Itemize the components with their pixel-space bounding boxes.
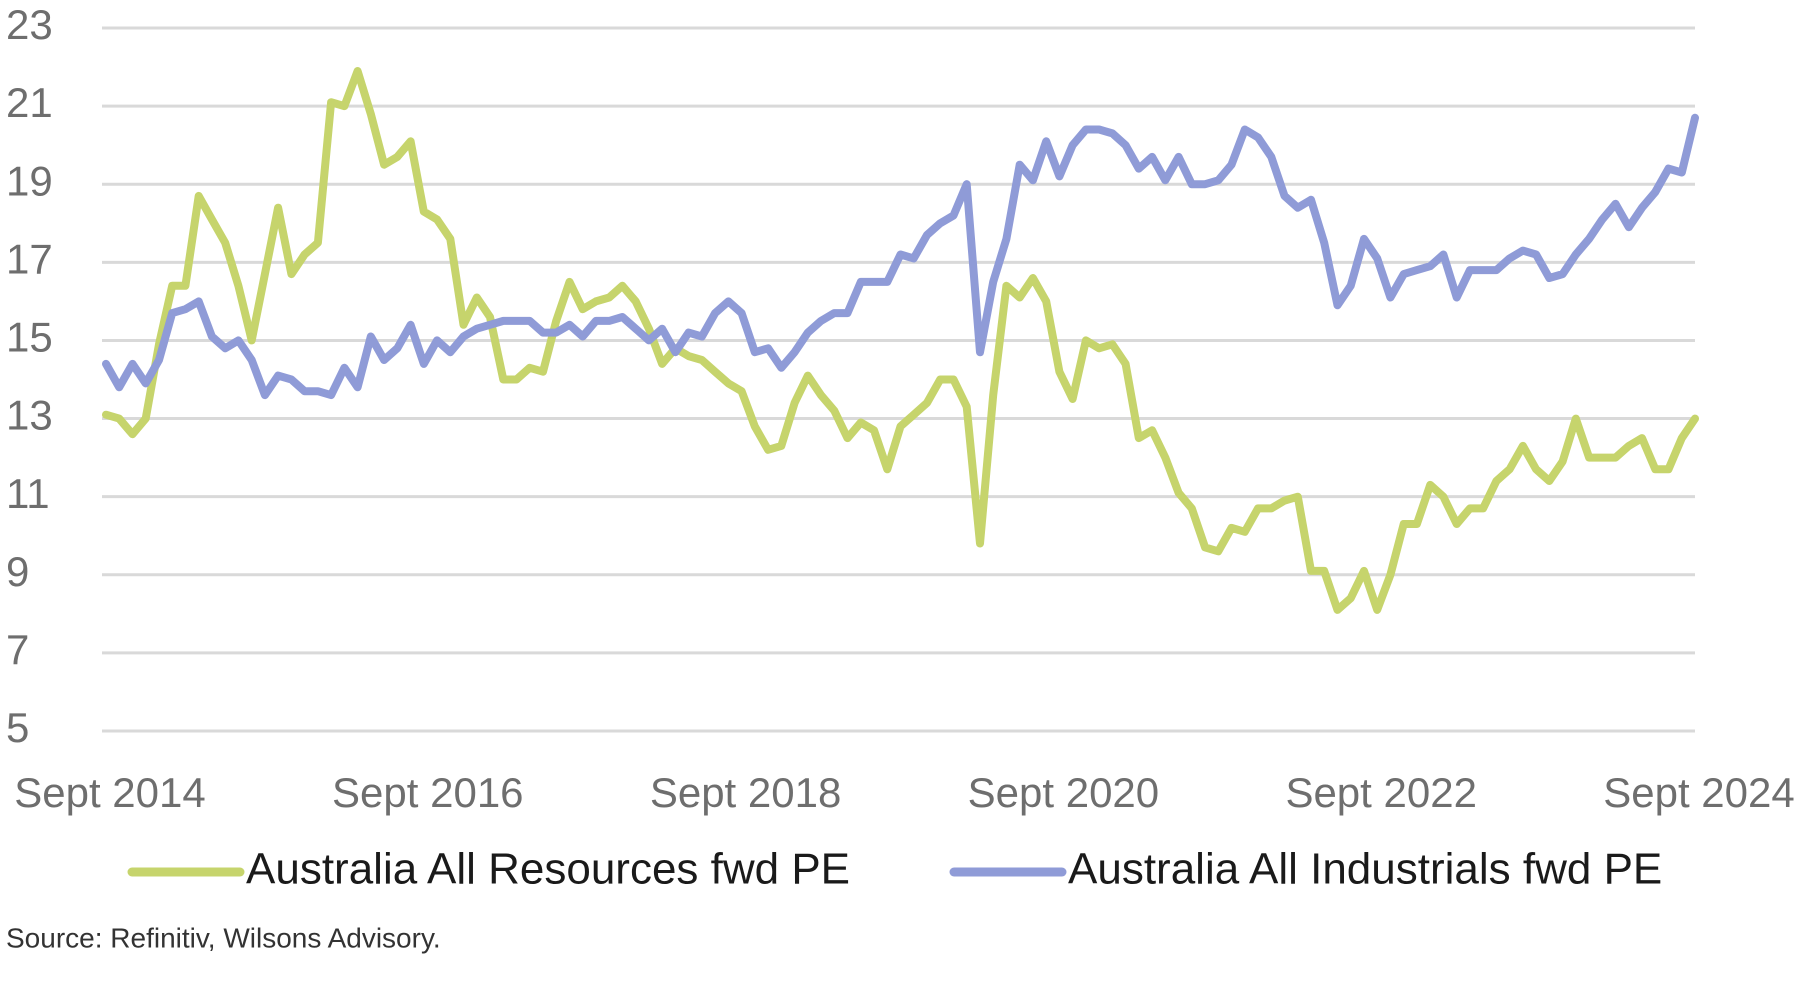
y-tick-label: 13 bbox=[6, 392, 53, 439]
y-tick-label: 21 bbox=[6, 79, 53, 126]
x-tick-label: Sept 2024 bbox=[1603, 769, 1795, 816]
source-note: Source: Refinitiv, Wilsons Advisory. bbox=[6, 922, 441, 953]
y-tick-label: 7 bbox=[6, 626, 29, 673]
y-tick-label: 9 bbox=[6, 548, 29, 595]
y-tick-label: 19 bbox=[6, 157, 53, 204]
x-tick-label: Sept 2014 bbox=[14, 769, 206, 816]
y-tick-label: 23 bbox=[6, 1, 53, 48]
y-tick-label: 11 bbox=[6, 470, 50, 517]
y-tick-label: 15 bbox=[6, 314, 53, 361]
x-tick-label: Sept 2022 bbox=[1285, 769, 1477, 816]
x-tick-label: Sept 2020 bbox=[968, 769, 1160, 816]
x-tick-label: Sept 2016 bbox=[332, 769, 524, 816]
series-line bbox=[102, 113, 1699, 400]
x-tick-label: Sept 2018 bbox=[650, 769, 842, 816]
legend-label: Australia All Resources fwd PE bbox=[246, 845, 850, 894]
legend-label: Australia All Industrials fwd PE bbox=[1068, 845, 1662, 894]
y-tick-label: 17 bbox=[6, 235, 53, 282]
series-line bbox=[102, 67, 1699, 614]
y-tick-label: 5 bbox=[6, 704, 29, 751]
